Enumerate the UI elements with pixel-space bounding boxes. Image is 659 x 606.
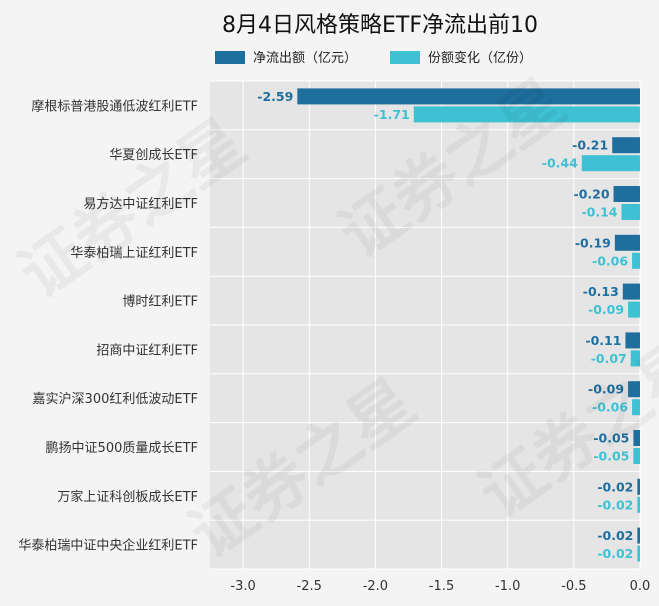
x-tick-label: -2.5 [297, 579, 322, 594]
category-label: 华泰柏瑞中证中央企业红利ETF [18, 538, 198, 554]
category-label: 万家上证科创板成长ETF [57, 489, 198, 505]
data-label-net-outflow: -0.19 [575, 235, 611, 250]
bar-share-change [637, 496, 640, 513]
bar-net-outflow [625, 332, 640, 349]
data-label-share-change: -0.02 [597, 497, 633, 512]
category-label: 易方达中证红利ETF [83, 196, 198, 212]
bar-share-change [637, 545, 640, 562]
category-label: 华夏创成长ETF [109, 148, 198, 163]
category-label: 嘉实沪深300红利低波动ETF [33, 391, 198, 407]
x-tick-label: -0.5 [561, 579, 586, 594]
legend: 净流出额（亿元） 份额变化（亿份） [215, 50, 532, 66]
x-tick-label: -3.0 [230, 579, 255, 594]
x-tick-label: -1.5 [429, 579, 454, 594]
data-label-net-outflow: -0.05 [593, 431, 629, 446]
bar-share-change [413, 106, 640, 123]
legend-swatch-share-change [390, 51, 420, 64]
bar-share-change [632, 252, 640, 269]
bar-share-change [581, 155, 640, 172]
data-label-net-outflow: -0.13 [583, 284, 619, 299]
category-label: 华泰柏瑞上证红利ETF [70, 245, 198, 261]
category-labels: 摩根标普港股通低波红利ETF 华夏创成长ETF 易方达中证红利ETF 华泰柏瑞上证红利… [18, 98, 198, 553]
data-label-net-outflow: -2.59 [257, 89, 293, 104]
legend-label-net-outflow: 净流出额（亿元） [253, 51, 357, 66]
bar-share-change [630, 350, 640, 367]
category-label: 招商中证红利ETF [96, 342, 198, 358]
data-label-share-change: -0.06 [592, 400, 628, 415]
data-label-share-change: -1.71 [374, 107, 410, 122]
data-labels: -2.59 -1.71 -0.21 -0.44 -0.20 -0.14 -0.19 -0.06… [257, 89, 633, 561]
data-label-share-change: -0.07 [591, 351, 627, 366]
data-label-net-outflow: -0.09 [588, 382, 624, 397]
bar-net-outflow [628, 381, 640, 398]
bar-share-change [633, 448, 640, 464]
legend-swatch-net-outflow [215, 51, 245, 64]
data-label-share-change: -0.09 [588, 302, 624, 317]
bar-net-outflow [612, 137, 640, 154]
chart-title: 8月4日风格策略ETF净流出前10 [222, 13, 538, 38]
x-tick-label: 0.0 [630, 579, 651, 594]
bar-net-outflow [613, 186, 640, 202]
bar-net-outflow [637, 478, 640, 495]
bar-share-change [621, 204, 640, 220]
data-label-net-outflow: -0.11 [585, 333, 621, 348]
bar-net-outflow [637, 527, 640, 544]
bar-share-change [628, 301, 640, 318]
bar-net-outflow [622, 283, 640, 300]
legend-label-share-change: 份额变化（亿份） [428, 50, 532, 66]
data-label-share-change: -0.02 [597, 546, 633, 561]
data-label-net-outflow: -0.21 [572, 138, 608, 153]
x-tick-label: -2.0 [363, 579, 388, 594]
data-label-share-change: -0.06 [592, 253, 628, 268]
data-label-net-outflow: -0.02 [597, 479, 633, 494]
grid-lines [210, 80, 641, 570]
category-label: 鹏扬中证500质量成长ETF [46, 441, 198, 456]
bars [297, 88, 640, 562]
category-label: 摩根标普港股通低波红利ETF [31, 98, 198, 114]
bar-net-outflow [297, 88, 640, 105]
data-label-net-outflow: -0.02 [597, 528, 633, 543]
x-tick-label: -1.0 [495, 579, 520, 594]
x-tick-labels: -3.0 -2.5 -2.0 -1.5 -1.0 -0.5 0.0 [230, 579, 650, 594]
data-label-share-change: -0.44 [542, 156, 578, 171]
data-label-share-change: -0.05 [593, 449, 629, 464]
bar-net-outflow [614, 234, 640, 251]
bar-net-outflow [633, 430, 640, 446]
data-label-net-outflow: -0.20 [574, 187, 610, 202]
category-label: 博时红利ETF [122, 294, 198, 310]
bar-share-change [632, 399, 640, 416]
data-label-share-change: -0.14 [581, 205, 617, 220]
